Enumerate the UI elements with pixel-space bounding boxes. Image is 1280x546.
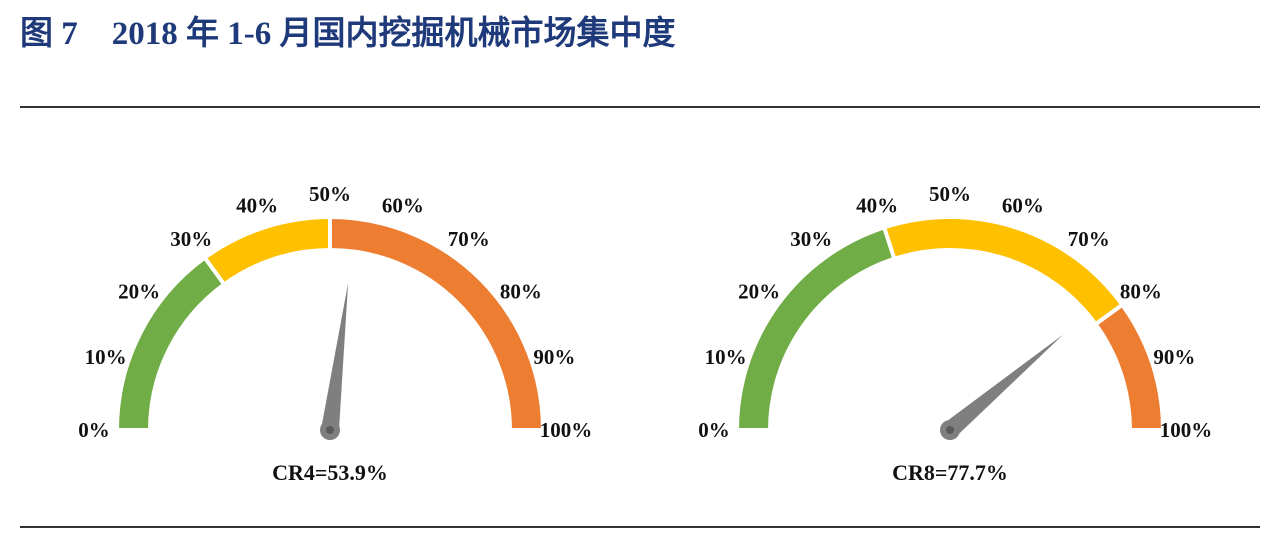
gauge-tick-label: 70% [1068,227,1110,251]
figure-title-text: 2018 年 1-6 月国内挖掘机械市场集中度 [111,16,676,52]
top-divider [20,106,1260,108]
gauge-tick-label: 80% [1120,279,1162,303]
gauge-value-label: CR8=77.7% [892,460,1008,485]
gauge-hub-center [326,426,334,434]
figure-label: 图 7 [20,16,78,52]
gauge-needle [321,283,349,432]
gauge-band-2 [328,214,546,432]
gauge-tick-label: 100% [1160,418,1213,442]
gauge-tick-label: 50% [309,182,351,206]
gauge-needle [944,334,1064,437]
gauge-tick-label: 10% [705,345,747,369]
gauge-band-2 [1092,302,1166,432]
gauge-tick-label: 0% [78,418,110,442]
gauge-tick-label: 50% [929,182,971,206]
figure-title: 图 7 2018 年 1-6 月国内挖掘机械市场集中度 [20,12,676,56]
gauge-tick-label: 30% [170,227,212,251]
gauge-value-label: CR4=53.9% [272,460,388,485]
gauge-tick-label: 20% [738,279,780,303]
gauge-tick-label: 60% [1002,194,1044,218]
gauge-cr8: 0% 10% 20% 30% 40% 50% 60% 70% 80% 90% 100% CR8=77.… [698,182,1212,485]
gauge-band-1 [202,214,332,288]
gauge-tick-label: 0% [698,418,730,442]
gauge-tick-label: 40% [856,194,898,218]
gauge-tick-label: 90% [533,345,575,369]
bottom-divider [20,526,1260,528]
gauge-tick-label: 70% [448,227,490,251]
gauge-tick-label: 30% [790,227,832,251]
gauge-tick-label: 20% [118,279,160,303]
gauge-tick-label: 80% [500,279,542,303]
gauge-tick-label: 40% [236,194,278,218]
gauge-tick-label: 10% [85,345,127,369]
gauge-band-0 [734,224,897,432]
gauge-tick-label: 60% [382,194,424,218]
gauge-tick-label: 100% [540,418,593,442]
gauge-hub-center [946,426,954,434]
gauge-cr4: 0% 10% 20% 30% 40% 50% 60% 70% 80% 90% 100% CR4=53.… [78,182,592,485]
gauge-tick-label: 90% [1153,345,1195,369]
